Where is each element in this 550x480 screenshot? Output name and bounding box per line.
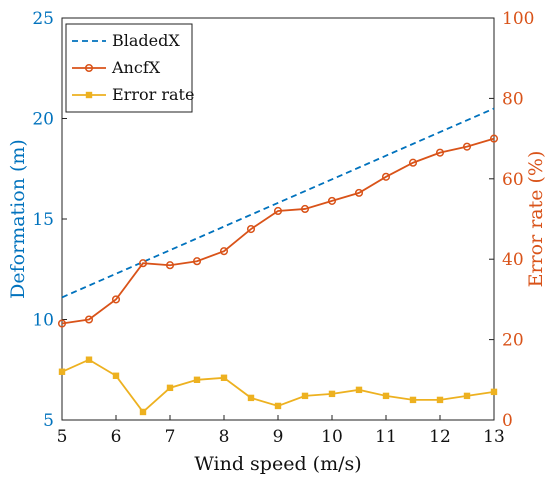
point-error-rate: [328, 390, 336, 398]
point-ancfx: [435, 148, 445, 157]
point-error-rate: [274, 402, 282, 410]
point-error-rate: [193, 376, 201, 383]
point-error-rate: [139, 408, 147, 416]
x-tick-label: 6: [111, 427, 122, 447]
x-tick-label: 13: [483, 427, 505, 447]
ticks-layer: 5 6 7 8 9 10 11 12 13 5 10 15 20 25 0 20 40 60 80 100: [32, 9, 534, 447]
legend: BladedX AncfX Error rate: [65, 23, 194, 113]
left-y-tick-label: 15: [32, 210, 54, 230]
legend-label-bladedx: BladedX: [112, 31, 180, 50]
point-error-rate: [220, 374, 228, 381]
point-error-rate: [166, 384, 174, 392]
point-ancfx: [300, 204, 310, 213]
point-ancfx: [84, 315, 94, 324]
right-y-tick-label: 20: [502, 331, 524, 351]
point-error-rate: [247, 394, 255, 402]
point-ancfx: [327, 196, 337, 205]
point-ancfx: [246, 225, 256, 234]
right-y-tick-label: 40: [502, 250, 524, 270]
x-tick-label: 10: [321, 427, 343, 447]
legend-marker: [85, 91, 93, 99]
point-error-rate: [436, 396, 444, 404]
legend-label-ancfx: AncfX: [111, 58, 161, 77]
point-ancfx: [138, 259, 148, 268]
point-error-rate: [85, 356, 93, 363]
point-error-rate: [355, 386, 363, 394]
point-ancfx: [219, 247, 229, 256]
point-ancfx: [273, 206, 283, 216]
point-ancfx: [381, 172, 391, 181]
x-tick-label: 12: [429, 427, 451, 447]
series-line-ancfx: [61, 137, 495, 325]
point-ancfx: [489, 134, 499, 143]
x-axis-title: Wind speed (m/s): [194, 453, 361, 475]
point-ancfx: [462, 142, 472, 151]
point-error-rate: [409, 396, 417, 404]
right-y-tick-label: 60: [502, 170, 524, 190]
point-error-rate: [112, 372, 120, 379]
x-tick-label: 5: [57, 427, 68, 447]
point-ancfx: [354, 188, 364, 197]
right-y-axis-title: Error rate (%): [525, 151, 547, 288]
legend-label-error-rate: Error rate: [112, 85, 194, 104]
point-ancfx: [192, 257, 202, 266]
point-ancfx: [111, 295, 121, 304]
left-y-tick-label: 20: [32, 110, 54, 130]
x-tick-label: 8: [219, 427, 230, 447]
right-y-tick-label: 80: [502, 89, 524, 109]
left-y-tick-label: 5: [43, 411, 54, 431]
x-tick-label: 7: [165, 427, 176, 447]
point-error-rate: [301, 392, 309, 400]
point-error-rate: [382, 392, 390, 400]
left-y-axis-title: Deformation (m): [7, 139, 29, 299]
right-y-tick-label: 100: [502, 9, 534, 29]
series-line-bladedx: [61, 107, 495, 299]
point-ancfx: [165, 261, 175, 270]
left-y-tick-label: 25: [32, 9, 54, 29]
point-ancfx: [57, 319, 67, 328]
x-tick-label: 11: [375, 427, 397, 447]
point-error-rate: [463, 392, 471, 400]
left-y-tick-label: 10: [32, 311, 54, 331]
legend-marker: [84, 63, 94, 73]
point-error-rate: [58, 368, 66, 375]
series-layer: [57, 107, 499, 416]
x-tick-label: 9: [273, 427, 284, 447]
point-error-rate: [490, 388, 498, 396]
point-ancfx: [408, 158, 418, 167]
right-y-tick-label: 0: [502, 411, 513, 431]
